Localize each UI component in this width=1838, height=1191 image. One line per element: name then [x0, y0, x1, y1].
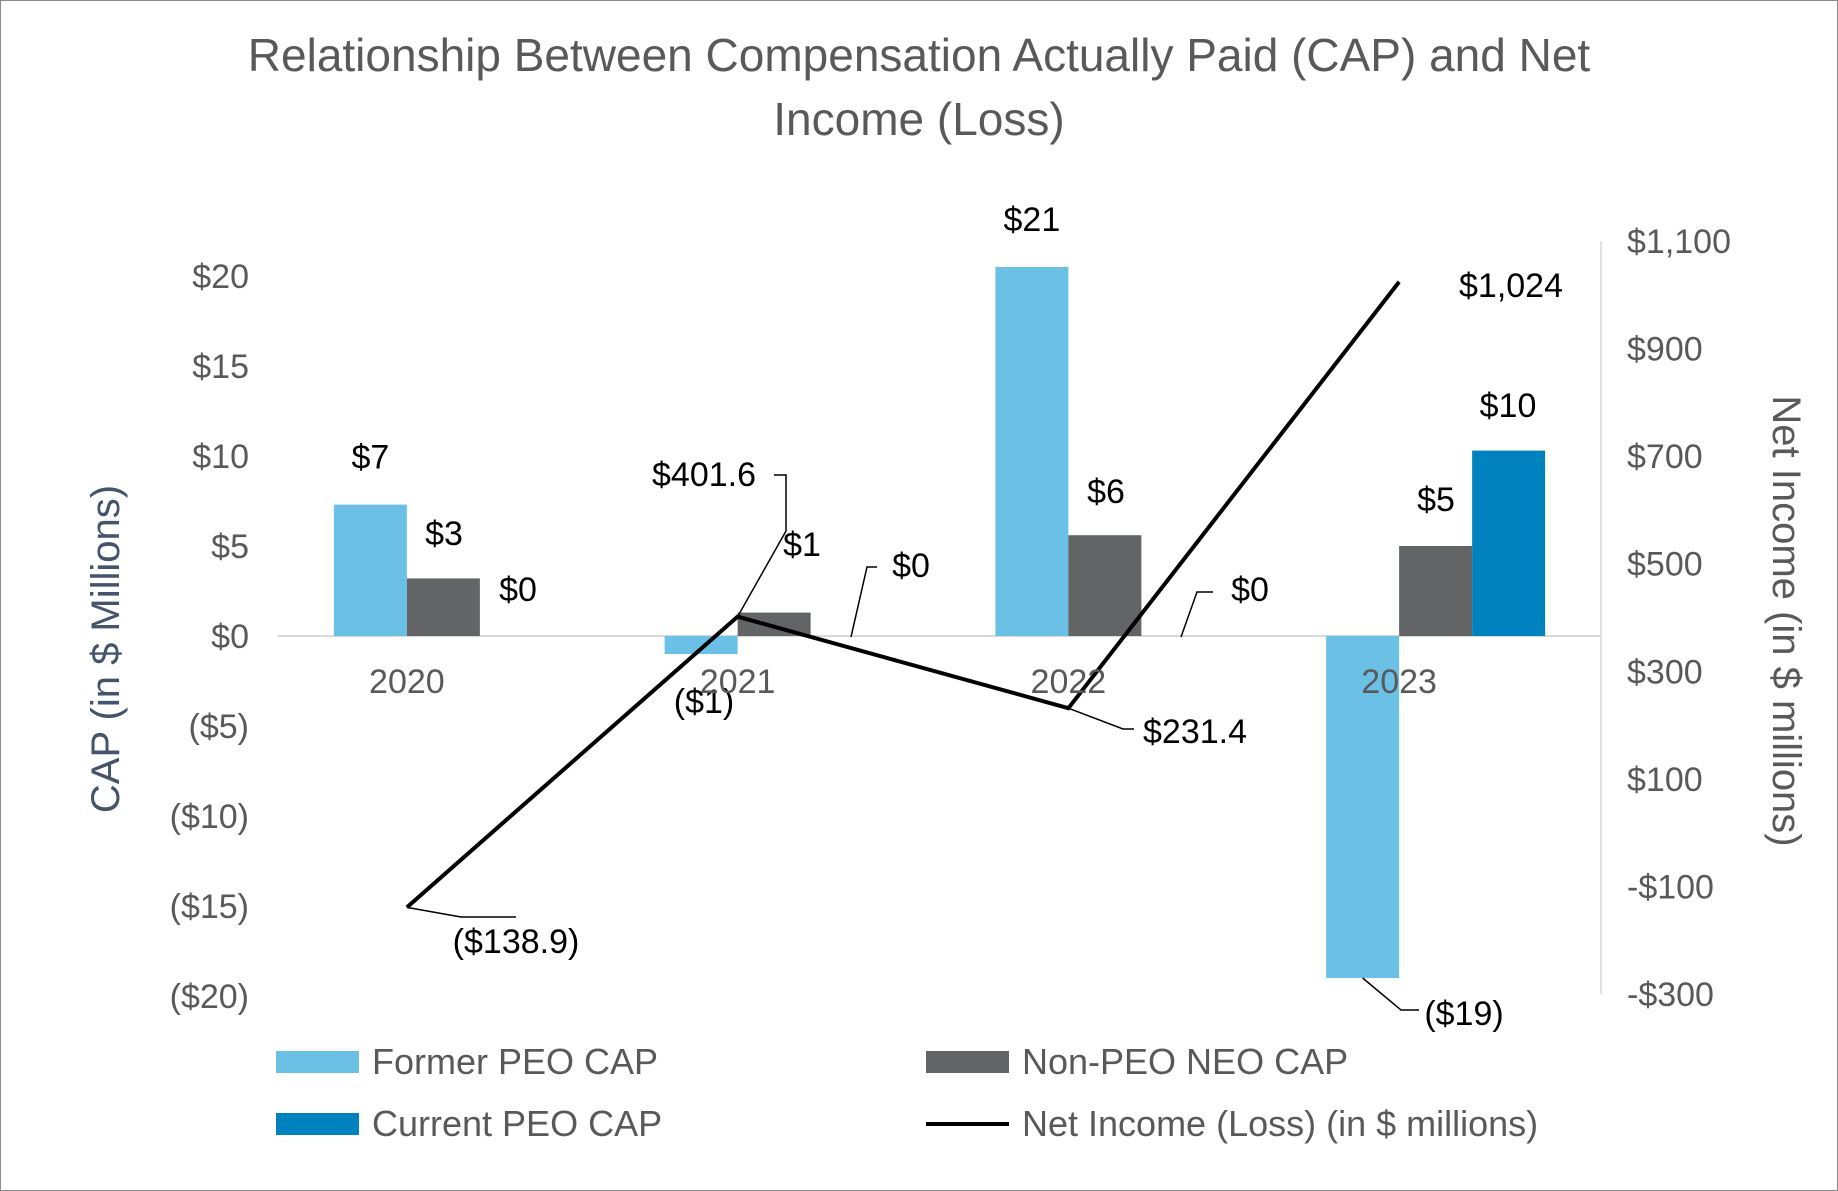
label-former-2022: $21: [1004, 201, 1061, 239]
left-tick-label: ($20): [170, 978, 249, 1016]
leader-former-2023: [1362, 977, 1419, 1011]
label-neo-2021: $1: [783, 526, 821, 564]
label-ni-2022: $231.4: [1143, 713, 1247, 751]
bar-0-2020: [333, 504, 407, 636]
left-axis-label: CAP (in $ Millions): [84, 485, 128, 813]
label-current-2023: $10: [1480, 387, 1537, 425]
left-tick-label: $5: [211, 528, 249, 566]
label-ni-2020: ($138.9): [453, 923, 580, 961]
category-label: 2020: [369, 663, 445, 701]
leader-current-2022: [1180, 591, 1213, 638]
legend-label-0: Former PEO CAP: [372, 1041, 658, 1082]
label-ni-2021: $401.6: [652, 456, 756, 494]
left-tick-label: $20: [192, 258, 249, 296]
leader-current-2021: [850, 566, 877, 638]
category-label: 2021: [700, 663, 776, 701]
legend-swatch-0: [276, 1051, 359, 1073]
leader-ni-2022: [1068, 707, 1134, 730]
left-tick-label: $10: [192, 438, 249, 476]
label-former-2021: ($1): [674, 683, 734, 721]
left-tick-label: $0: [211, 618, 249, 656]
left-axis-ticks: $20 $15 $10 $5 $0 ($5) ($10) ($15) ($20): [170, 258, 249, 1016]
left-tick-label: ($10): [170, 798, 249, 836]
label-neo-2023: $5: [1417, 481, 1455, 519]
data-labels: $7 ($1) $21 ($19) $3 $1 $6 $5 $0 $0 $0 $10 ($138.9) $…: [351, 201, 1563, 1033]
right-tick-label: -$300: [1627, 976, 1714, 1014]
right-axis-ticks: $1,100 $900 $700 $500 $300 $100 -$100 -$300: [1600, 223, 1731, 1014]
bar-2-2023: [1472, 450, 1546, 636]
label-neo-2022: $6: [1087, 473, 1125, 511]
label-former-2020: $7: [351, 439, 389, 477]
legend-label-3: Net Income (Loss) (in $ millions): [1022, 1103, 1538, 1144]
legend-label-1: Non-PEO NEO CAP: [1022, 1041, 1348, 1082]
category-labels: 2020 2021 2022 2023: [369, 663, 1437, 701]
left-tick-label: $15: [192, 348, 249, 386]
bar-0-2021: [664, 636, 738, 654]
leader-ni-2021: [736, 474, 787, 618]
category-label: 2022: [1031, 663, 1107, 701]
right-tick-label: $1,100: [1627, 223, 1731, 261]
left-tick-label: ($15): [170, 888, 249, 926]
chart-title-line-2: Income (Loss): [773, 93, 1064, 145]
right-tick-label: $100: [1627, 761, 1703, 799]
label-current-2021: $0: [892, 547, 930, 585]
bar-1-2023: [1399, 546, 1473, 636]
chart-title-line-1: Relationship Between Compensation Actual…: [248, 29, 1591, 81]
label-neo-2020: $3: [425, 515, 463, 553]
right-tick-label: $500: [1627, 546, 1703, 584]
bar-0-2023: [1326, 636, 1400, 978]
bar-0-2022: [995, 267, 1069, 636]
category-label: 2023: [1361, 663, 1437, 701]
left-tick-label: ($5): [189, 708, 249, 746]
legend-swatch-2: [276, 1113, 359, 1135]
bars: [278, 267, 1601, 978]
right-axis-label: Net Income (in $ millions): [1764, 395, 1808, 846]
label-ni-2023: $1,024: [1459, 267, 1563, 305]
right-tick-label: $300: [1627, 653, 1703, 691]
net-income-polyline: [405, 280, 1401, 909]
legend-swatch-1: [926, 1051, 1009, 1073]
label-current-2020: $0: [499, 571, 537, 609]
leader-ni-2020: [406, 906, 516, 918]
label-current-2022: $0: [1231, 571, 1269, 609]
right-tick-label: -$100: [1627, 868, 1714, 906]
right-tick-label: $700: [1627, 438, 1703, 476]
legend: Former PEO CAP Non-PEO NEO CAP Current PEO…: [276, 1041, 1538, 1144]
bar-1-2022: [1068, 535, 1142, 636]
label-former-2023: ($19): [1424, 995, 1503, 1033]
right-tick-label: $900: [1627, 331, 1703, 369]
bar-1-2020: [406, 578, 480, 636]
legend-label-2: Current PEO CAP: [372, 1103, 662, 1144]
